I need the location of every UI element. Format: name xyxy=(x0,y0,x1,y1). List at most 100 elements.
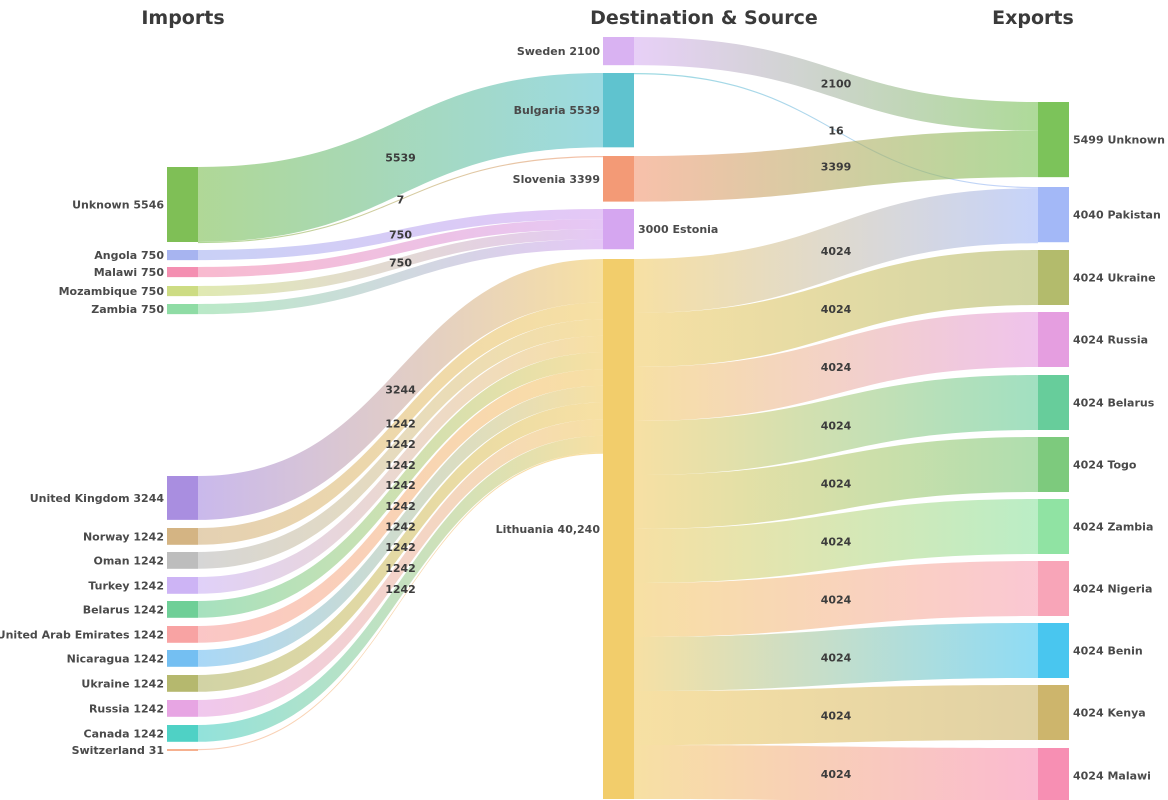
middle-node-lithuania xyxy=(603,259,634,799)
import-flow-switzerland-to-lithuania xyxy=(198,452,603,751)
import-node-label-united-arab-emirates: United Arab Emirates 1242 xyxy=(0,628,164,641)
export-node-label-togo: 4024 Togo xyxy=(1073,459,1137,472)
import-node-ukraine xyxy=(167,675,198,692)
import-flow-norway-to-lithuania xyxy=(198,302,603,545)
export-flow-lithuania-to-belarus xyxy=(634,375,1038,475)
import-flow-malawi-to-estonia xyxy=(198,219,603,278)
import-flow-label-angola-to-estonia: 750 xyxy=(389,229,412,242)
import-flow-unknown-to-slovenia xyxy=(198,156,603,244)
middle-node-label-estonia: 3000 Estonia xyxy=(638,223,718,236)
export-node-zambia xyxy=(1038,499,1069,554)
export-flow-label-lithuania-to-zambia: 4024 xyxy=(821,535,852,548)
export-node-benin xyxy=(1038,623,1069,678)
export-flow-label-lithuania-to-pakistan: 4024 xyxy=(821,245,852,258)
middle-node-sweden xyxy=(603,37,634,66)
export-node-label-ukraine: 4024 Ukraine xyxy=(1073,272,1156,285)
export-flow-lithuania-to-ukraine xyxy=(634,250,1038,367)
export-node-label-russia: 4024 Russia xyxy=(1073,334,1148,347)
import-flow-ukraine-to-lithuania xyxy=(198,402,603,692)
middle-node-bulgaria xyxy=(603,73,634,148)
import-node-switzerland xyxy=(167,749,198,751)
import-flow-label-unknown-to-slovenia: 7 xyxy=(397,194,405,207)
import-flow-label-united-kingdom-to-lithuania: 3244 xyxy=(385,383,416,396)
export-flow-label-lithuania-to-nigeria: 4024 xyxy=(821,593,852,606)
import-flow-zambia-to-estonia xyxy=(198,239,603,315)
export-node-belarus xyxy=(1038,375,1069,430)
export-node-label-pakistan: 4040 Pakistan xyxy=(1073,209,1161,222)
import-node-label-norway: Norway 1242 xyxy=(83,530,164,543)
import-flow-turkey-to-lithuania xyxy=(198,335,603,594)
import-node-nicaragua xyxy=(167,650,198,667)
import-node-zambia xyxy=(167,304,198,315)
import-flow-united-arab-emirates-to-lithuania xyxy=(198,369,603,643)
export-flow-label-lithuania-to-benin: 4024 xyxy=(821,651,852,664)
flows-layer xyxy=(198,37,1038,800)
import-node-label-mozambique: Mozambique 750 xyxy=(59,285,165,298)
imports-header: Imports xyxy=(141,7,224,29)
middle-node-slovenia xyxy=(603,156,634,202)
export-flow-slovenia-to-unknown xyxy=(634,130,1038,202)
import-node-mozambique xyxy=(167,286,198,297)
import-flow-belarus-to-lithuania xyxy=(198,352,603,618)
export-flow-label-bulgaria-to-pakistan: 16 xyxy=(828,125,844,138)
import-flow-label-norway-to-lithuania: 1242 xyxy=(385,418,416,431)
import-node-oman xyxy=(167,552,198,569)
import-node-angola xyxy=(167,250,198,261)
export-node-kenya xyxy=(1038,685,1069,740)
import-flow-label-united-arab-emirates-to-lithuania: 1242 xyxy=(385,500,416,513)
import-node-unknown xyxy=(167,167,198,242)
import-node-label-switzerland: Switzerland 31 xyxy=(72,744,164,757)
import-flow-mozambique-to-estonia xyxy=(198,229,603,297)
nodes-layer xyxy=(167,37,1069,800)
import-node-belarus xyxy=(167,601,198,618)
export-flow-lithuania-to-kenya xyxy=(634,685,1038,745)
export-node-label-zambia: 4024 Zambia xyxy=(1073,521,1153,534)
import-node-label-oman: Oman 1242 xyxy=(93,554,164,567)
import-flow-oman-to-lithuania xyxy=(198,319,603,569)
export-node-label-benin: 4024 Benin xyxy=(1073,645,1143,658)
export-flow-label-lithuania-to-ukraine: 4024 xyxy=(821,303,852,316)
import-node-label-canada: Canada 1242 xyxy=(84,727,165,740)
export-flow-lithuania-to-zambia xyxy=(634,499,1038,583)
export-flow-label-lithuania-to-russia: 4024 xyxy=(821,361,852,374)
import-flow-angola-to-estonia xyxy=(198,209,603,261)
import-flow-label-unknown-to-bulgaria: 5539 xyxy=(385,151,416,164)
import-flow-label-russia-to-lithuania: 1242 xyxy=(385,562,416,575)
labels-layer: 5539 7 750 750 3244 1242 1242 1242 1242 1242 1242 1… xyxy=(0,45,1165,782)
import-node-malawi xyxy=(167,267,198,278)
export-node-unknown xyxy=(1038,102,1069,178)
import-node-turkey xyxy=(167,577,198,594)
middle-node-label-bulgaria: Bulgaria 5539 xyxy=(514,104,600,117)
middle-node-label-lithuania: Lithuania 40,240 xyxy=(496,523,601,536)
export-node-pakistan xyxy=(1038,187,1069,243)
import-flow-united-kingdom-to-lithuania xyxy=(198,259,603,520)
import-flow-label-belarus-to-lithuania: 1242 xyxy=(385,479,416,492)
destination-source-header: Destination & Source xyxy=(590,7,818,29)
import-node-label-ukraine: Ukraine 1242 xyxy=(81,677,164,690)
import-flow-russia-to-lithuania xyxy=(198,419,603,717)
export-flow-lithuania-to-benin xyxy=(634,623,1038,691)
import-flow-label-turkey-to-lithuania: 1242 xyxy=(385,459,416,472)
import-flow-nicaragua-to-lithuania xyxy=(198,385,603,667)
middle-node-label-slovenia: Slovenia 3399 xyxy=(513,173,600,186)
export-flow-sweden-to-unknown xyxy=(634,37,1038,131)
exports-header: Exports xyxy=(992,7,1074,29)
import-node-canada xyxy=(167,725,198,742)
middle-node-label-sweden: Sweden 2100 xyxy=(517,45,601,58)
import-flow-label-ukraine-to-lithuania: 1242 xyxy=(385,541,416,554)
import-node-russia xyxy=(167,700,198,717)
export-flow-label-sweden-to-unknown: 2100 xyxy=(821,78,852,91)
import-node-label-malawi: Malawi 750 xyxy=(94,266,165,279)
import-node-united-arab-emirates xyxy=(167,626,198,643)
import-flow-label-mozambique-to-estonia: 750 xyxy=(389,257,412,270)
export-flow-lithuania-to-pakistan xyxy=(634,188,1038,313)
export-node-russia xyxy=(1038,312,1069,367)
import-flow-label-canada-to-lithuania: 1242 xyxy=(385,583,416,596)
import-node-united-kingdom xyxy=(167,476,198,520)
middle-node-estonia xyxy=(603,209,634,250)
export-node-label-belarus: 4024 Belarus xyxy=(1073,397,1155,410)
export-node-ukraine xyxy=(1038,250,1069,305)
export-node-label-kenya: 4024 Kenya xyxy=(1073,707,1146,720)
export-node-label-malawi: 4024 Malawi xyxy=(1073,770,1151,783)
